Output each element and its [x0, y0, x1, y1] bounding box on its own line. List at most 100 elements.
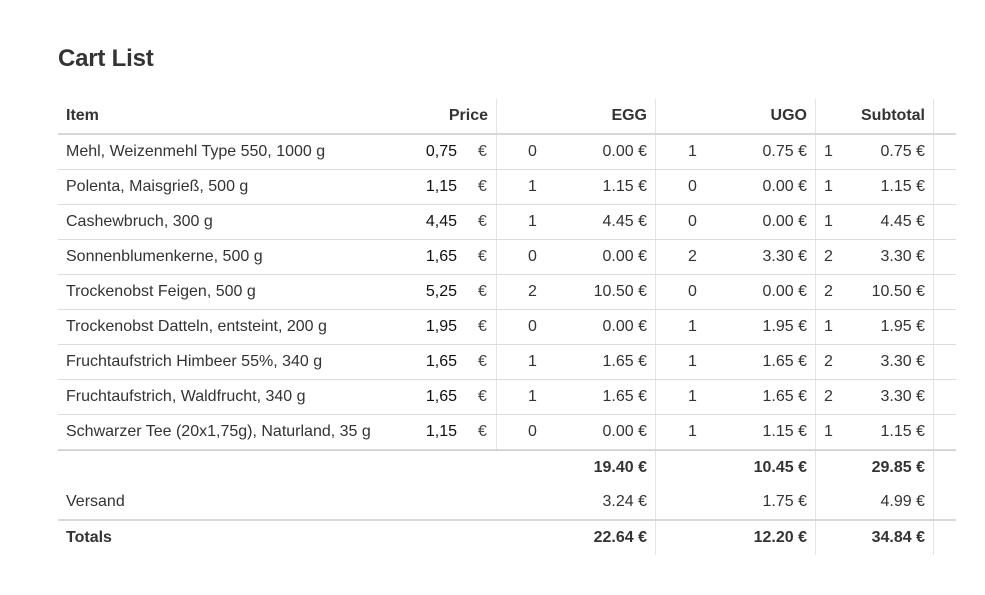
egg-quantity: 1 [528, 353, 537, 370]
column-header-item: Item [66, 107, 99, 124]
table-row: Mehl, Weizenmehl Type 550, 1000 g 0,75 €0 0… [58, 135, 956, 170]
ugo-quantity: 1 [688, 353, 697, 370]
column-divider [655, 415, 656, 449]
column-divider [655, 170, 656, 204]
egg-value: 0.00 € [602, 318, 647, 335]
egg-value: 1.65 € [602, 353, 647, 370]
column-divider [655, 135, 656, 169]
sum-row: 19.40 € 10.45 € 29.85 € [58, 450, 956, 485]
currency-symbol: € [478, 388, 487, 405]
column-divider [496, 99, 497, 133]
column-divider [815, 380, 816, 414]
item-name: Trockenobst Feigen, 500 g [66, 283, 256, 300]
subtotal-quantity: 2 [824, 388, 833, 405]
shipping-row: Versand 3.24 € 1.75 € 4.99 € [58, 485, 956, 521]
column-divider [815, 275, 816, 309]
item-name: Sonnenblumenkerne, 500 g [66, 248, 263, 265]
egg-quantity: 0 [528, 318, 537, 335]
column-divider [655, 345, 656, 379]
column-divider [655, 310, 656, 344]
subtotal-value: 0.75 € [880, 143, 925, 160]
table-row: Fruchtaufstrich Himbeer 55%, 340 g 1,65 €1… [58, 345, 956, 380]
column-divider [655, 451, 656, 485]
egg-quantity: 1 [528, 178, 537, 195]
column-divider [496, 170, 497, 204]
column-divider [655, 521, 656, 555]
item-price: 1,95 [425, 318, 457, 335]
currency-symbol: € [478, 248, 487, 265]
ugo-quantity: 2 [688, 248, 697, 265]
egg-value: 1.65 € [602, 388, 647, 405]
column-divider [933, 135, 934, 169]
ugo-value: 3.30 € [762, 248, 807, 265]
column-divider [933, 380, 934, 414]
column-divider [655, 240, 656, 274]
item-price: 1,65 [425, 353, 457, 370]
column-divider [815, 205, 816, 239]
egg-total: 22.64 € [593, 529, 647, 546]
subtotal-shipping: 4.99 € [880, 493, 925, 510]
column-divider [933, 485, 934, 519]
item-price: 1,65 [425, 388, 457, 405]
column-divider [933, 99, 934, 133]
subtotal-value: 3.30 € [880, 248, 925, 265]
egg-quantity: 1 [528, 213, 537, 230]
column-header-egg: EGG [611, 107, 647, 124]
table-row: Trockenobst Feigen, 500 g 5,25 €2 10.50 € 0 0… [58, 275, 956, 310]
subtotal-quantity: 2 [824, 283, 833, 300]
column-divider [933, 170, 934, 204]
column-divider [815, 310, 816, 344]
egg-value: 0.00 € [602, 143, 647, 160]
ugo-value: 1.65 € [762, 388, 807, 405]
item-price: 1,15 [425, 178, 457, 195]
ugo-quantity: 0 [688, 283, 697, 300]
egg-value: 10.50 € [593, 283, 647, 300]
subtotal-quantity: 1 [824, 178, 833, 195]
column-divider [815, 345, 816, 379]
item-name: Fruchtaufstrich, Waldfrucht, 340 g [66, 388, 306, 405]
table-row: Trockenobst Datteln, entsteint, 200 g 1,9… [58, 310, 956, 345]
egg-quantity: 1 [528, 388, 537, 405]
column-divider [815, 451, 816, 485]
egg-value: 4.45 € [602, 213, 647, 230]
item-price: 4,45 [425, 213, 457, 230]
ugo-quantity: 1 [688, 423, 697, 440]
item-name: Cashewbruch, 300 g [66, 213, 213, 230]
ugo-value: 0.75 € [762, 143, 807, 160]
ugo-quantity: 1 [688, 388, 697, 405]
egg-quantity: 0 [528, 143, 537, 160]
column-divider [496, 380, 497, 414]
column-divider [933, 275, 934, 309]
subtotal-value: 1.95 € [880, 318, 925, 335]
ugo-value: 1.65 € [762, 353, 807, 370]
item-name: Fruchtaufstrich Himbeer 55%, 340 g [66, 353, 323, 370]
subtotal-value: 4.45 € [880, 213, 925, 230]
column-header-subtotal: Subtotal [861, 107, 925, 124]
column-divider [496, 135, 497, 169]
egg-quantity: 0 [528, 248, 537, 265]
table-header-row: Item Price EGG UGO Subtotal [58, 99, 956, 135]
item-price: 1,65 [425, 248, 457, 265]
subtotal-value: 1.15 € [880, 423, 925, 440]
column-divider [933, 345, 934, 379]
column-divider [655, 99, 656, 133]
ugo-quantity: 1 [688, 143, 697, 160]
item-price: 5,25 [425, 283, 457, 300]
page-title: Cart List [58, 45, 154, 72]
egg-shipping: 3.24 € [602, 493, 647, 510]
column-divider [815, 135, 816, 169]
item-name: Schwarzer Tee (20x1,75g), Naturland, 35 … [66, 423, 371, 440]
ugo-total: 12.20 € [753, 529, 807, 546]
column-divider [815, 485, 816, 519]
item-name: Mehl, Weizenmehl Type 550, 1000 g [66, 143, 326, 160]
column-divider [815, 240, 816, 274]
column-divider [496, 345, 497, 379]
column-divider [933, 521, 934, 555]
egg-value: 0.00 € [602, 423, 647, 440]
table-row: Polenta, Maisgrieß, 500 g 1,15 €1 1.15 € 0 0.… [58, 170, 956, 205]
table-row: Fruchtaufstrich, Waldfrucht, 340 g 1,65 €1… [58, 380, 956, 415]
ugo-quantity: 0 [688, 178, 697, 195]
subtotal-quantity: 1 [824, 213, 833, 230]
table-row: Schwarzer Tee (20x1,75g), Naturland, 35 … [58, 415, 956, 450]
column-header-price: Price [448, 107, 488, 124]
